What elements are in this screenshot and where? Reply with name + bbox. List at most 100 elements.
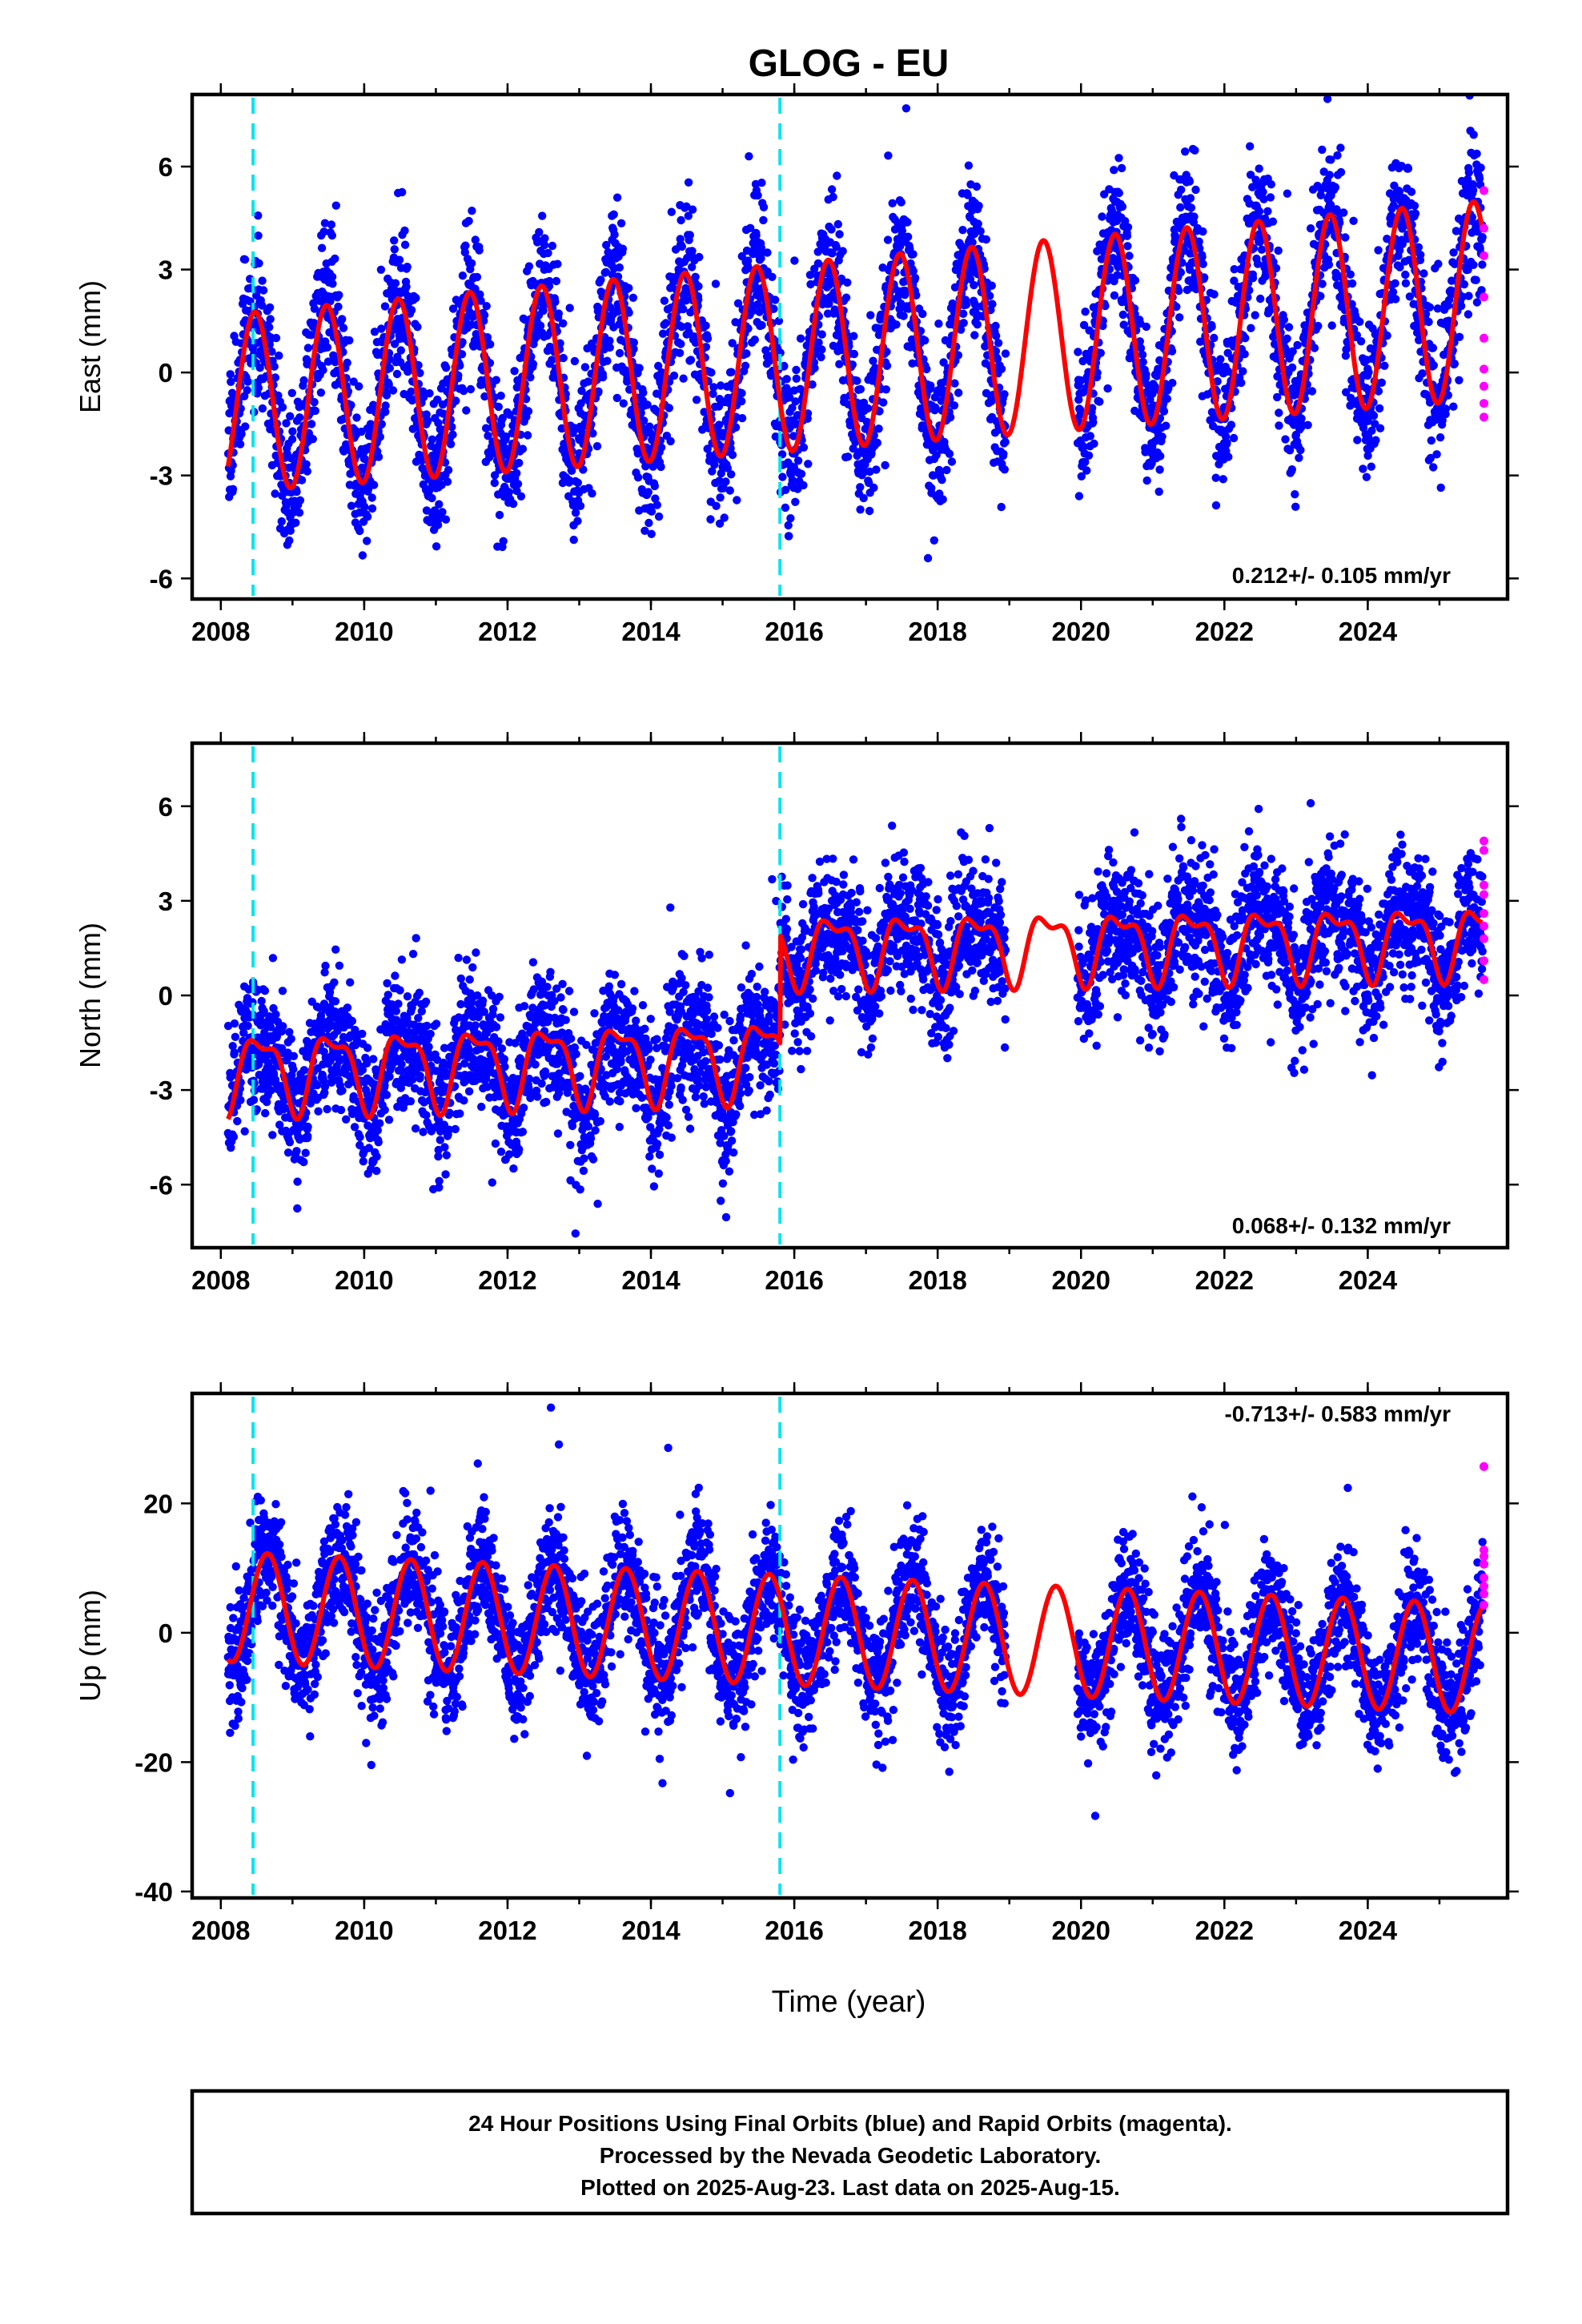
final-orbit-point: [701, 343, 711, 352]
final-orbit-point: [328, 279, 337, 288]
final-orbit-point: [1079, 442, 1088, 452]
final-orbit-point: [228, 1042, 237, 1051]
final-orbit-point: [962, 300, 971, 309]
final-orbit-point: [1410, 201, 1419, 211]
final-orbit-point: [432, 542, 441, 551]
final-orbit-point: [1318, 145, 1327, 155]
final-orbit-point: [1391, 279, 1399, 287]
final-orbit-point: [1432, 450, 1441, 459]
final-orbit-point: [1093, 368, 1102, 377]
final-orbit-point: [991, 347, 1001, 356]
final-orbit-point: [832, 243, 841, 251]
final-orbit-point: [391, 279, 400, 287]
final-orbit-point: [355, 526, 364, 536]
final-orbit-point: [761, 346, 770, 355]
final-orbit-point: [303, 467, 311, 476]
final-orbit-point: [243, 386, 251, 395]
final-orbit-point: [1255, 164, 1263, 173]
final-orbit-point: [1401, 270, 1410, 279]
final-orbit-point: [402, 282, 411, 292]
final-orbit-point: [656, 462, 665, 472]
final-orbit-point: [792, 365, 801, 375]
final-orbit-point: [806, 279, 815, 289]
final-orbit-point: [1464, 175, 1472, 183]
final-orbit-point: [932, 451, 941, 460]
final-orbit-point: [931, 403, 940, 412]
final-orbit-point: [573, 478, 582, 487]
final-orbit-point: [1380, 361, 1389, 370]
final-orbit-point: [866, 311, 875, 320]
final-orbit-point: [577, 386, 586, 396]
final-orbit-point: [303, 1122, 312, 1132]
final-orbit-point: [327, 272, 337, 281]
final-orbit-point: [554, 309, 563, 318]
final-orbit-point: [701, 321, 710, 330]
final-orbit-point: [508, 499, 518, 509]
final-orbit-point: [536, 321, 545, 330]
final-orbit-point: [443, 477, 452, 486]
final-orbit-point: [512, 468, 521, 478]
final-orbit-point: [1271, 263, 1281, 273]
final-orbit-point: [882, 348, 891, 356]
final-orbit-point: [501, 432, 511, 441]
final-orbit-point: [1398, 239, 1407, 248]
final-orbit-point: [444, 465, 453, 475]
final-orbit-point: [289, 1051, 299, 1061]
final-orbit-point: [302, 460, 311, 468]
final-orbit-point: [377, 324, 386, 333]
y-tick-label: -3: [150, 461, 173, 491]
final-orbit-point: [526, 373, 535, 382]
east-rate-label: 0.212+/- 0.105 mm/yr: [1232, 563, 1451, 588]
final-orbit-point: [1281, 435, 1290, 444]
final-orbit-point: [652, 501, 661, 509]
final-orbit-point: [1349, 216, 1358, 225]
final-orbit-point: [903, 218, 912, 227]
final-orbit-point: [1150, 382, 1159, 391]
final-orbit-point: [1195, 237, 1203, 246]
final-orbit-point: [367, 493, 376, 502]
rapid-orbit-point: [1480, 223, 1488, 233]
final-orbit-point: [1219, 475, 1228, 484]
final-orbit-point: [695, 252, 704, 262]
final-orbit-point: [1449, 248, 1458, 257]
east-panel: 2008 2010 2012 2014 2016 2018 2020 2022 2024-6-3…: [74, 83, 1519, 646]
final-orbit-point: [666, 436, 675, 446]
final-orbit-point: [843, 278, 852, 287]
final-orbit-point: [731, 423, 741, 432]
final-orbit-point: [482, 302, 491, 311]
final-orbit-point: [694, 282, 703, 291]
final-orbit-point: [295, 413, 304, 422]
final-orbit-point: [594, 387, 603, 396]
final-orbit-point: [331, 201, 340, 210]
final-orbit-point: [1374, 246, 1383, 255]
final-orbit-point: [1288, 347, 1297, 356]
final-orbit-point: [303, 1132, 312, 1140]
final-orbit-point: [1419, 269, 1428, 278]
final-orbit-point: [279, 1022, 287, 1031]
final-orbit-point: [1074, 348, 1082, 356]
final-orbit-point: [1339, 208, 1348, 217]
final-orbit-point: [615, 348, 624, 358]
final-orbit-point: [956, 325, 966, 334]
final-orbit-point: [471, 235, 480, 244]
final-orbit-point: [912, 291, 921, 300]
final-orbit-point: [1101, 301, 1110, 311]
final-orbit-point: [728, 339, 737, 348]
final-orbit-point: [268, 954, 278, 963]
final-orbit-point: [679, 374, 688, 383]
final-orbit-point: [454, 371, 463, 380]
final-orbit-point: [628, 293, 638, 302]
final-orbit-point: [677, 242, 686, 251]
final-orbit-point: [1159, 407, 1169, 416]
final-orbit-point: [922, 364, 931, 374]
final-orbit-point: [483, 333, 492, 342]
final-orbit-point: [963, 191, 972, 199]
final-orbit-point: [1195, 244, 1204, 253]
final-orbit-point: [1306, 224, 1315, 233]
final-orbit-point: [869, 483, 878, 493]
final-orbit-point: [1374, 387, 1383, 396]
final-orbit-point: [789, 432, 798, 440]
x-tick-label: 2012: [478, 617, 536, 646]
final-orbit-point: [345, 336, 354, 345]
y-tick-label: 0: [159, 358, 173, 388]
